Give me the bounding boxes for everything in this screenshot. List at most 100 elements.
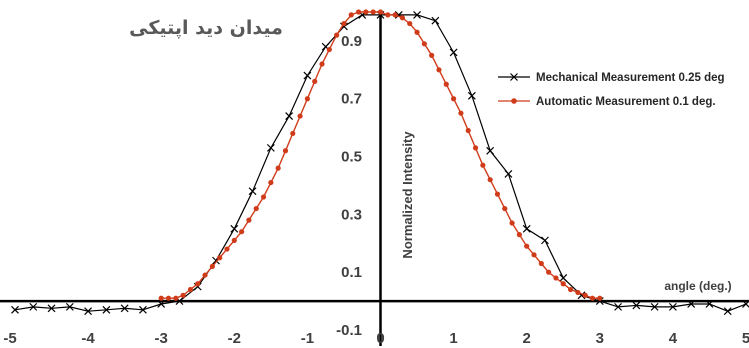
data-point [290, 130, 296, 137]
series-automatic [158, 9, 603, 301]
data-point [377, 9, 384, 15]
data-point [559, 274, 568, 282]
data-point [650, 302, 659, 311]
x-tick-label: 2 [523, 330, 531, 347]
data-point [239, 229, 245, 235]
data-point [282, 148, 289, 154]
data-point [303, 71, 312, 80]
data-point [541, 236, 549, 245]
data-point [429, 52, 435, 58]
data-point [504, 169, 513, 178]
data-point [487, 177, 493, 183]
data-point [11, 305, 19, 314]
data-point [472, 145, 479, 151]
data-point [319, 61, 325, 67]
data-point [209, 263, 215, 269]
data-point [29, 302, 38, 311]
data-point [187, 286, 194, 293]
data-point [268, 179, 274, 186]
x-axis-label: angle (deg.) [664, 279, 731, 293]
data-point [173, 295, 179, 301]
axes: -5 -4 -3 -2 -1 0 1 2 3 4 5 -0.1 0.1 0.3 0.5 0.7 0.9 [0, 12, 749, 347]
data-point [567, 286, 574, 293]
data-point [341, 20, 347, 27]
data-point [575, 289, 581, 296]
data-point [231, 237, 237, 243]
data-point [443, 81, 449, 87]
data-point [414, 29, 420, 35]
data-point [531, 252, 537, 258]
data-point [458, 110, 464, 116]
data-point [449, 48, 458, 57]
data-point [370, 9, 376, 15]
data-point [217, 255, 223, 261]
x-tick-label: -1 [301, 330, 314, 347]
y-tick-label: -0.1 [336, 322, 362, 339]
data-point [632, 301, 641, 310]
data-point [522, 224, 531, 233]
data-point [385, 12, 391, 18]
x-tick-label: 3 [596, 330, 604, 347]
data-point [742, 300, 749, 308]
data-point [560, 281, 566, 287]
data-point [304, 96, 310, 102]
data-point [546, 269, 552, 275]
data-point [431, 16, 440, 25]
y-axis-label: Normalized Intensity [400, 131, 415, 259]
data-point [421, 41, 427, 47]
x-tick-label: 4 [669, 330, 678, 347]
legend: Mechanical Measurement 0.25 deg Automatic… [498, 72, 725, 108]
data-point [102, 305, 111, 314]
data-point [120, 304, 129, 313]
y-tick-label: 0.7 [341, 91, 362, 108]
data-point [158, 295, 164, 301]
data-point [516, 232, 522, 238]
data-point [297, 113, 303, 119]
data-point [157, 300, 166, 308]
x-tick-label: 5 [742, 330, 749, 347]
data-point [248, 187, 257, 196]
y-tick-label: 0.3 [341, 206, 362, 223]
x-tick-label: -2 [228, 330, 241, 347]
data-point [589, 295, 596, 301]
legend-label: Mechanical Measurement 0.25 deg [536, 72, 725, 84]
legend-item: Automatic Measurement 0.1 deg. [498, 96, 716, 108]
data-point [467, 91, 476, 100]
data-point [399, 15, 406, 21]
series-layer [11, 9, 749, 316]
data-point [668, 302, 677, 311]
data-point [224, 246, 230, 252]
data-point [202, 272, 208, 278]
x-tick-label: 1 [449, 330, 457, 347]
data-point [180, 292, 186, 298]
y-tick-label: 0.5 [341, 149, 362, 166]
data-point [348, 12, 354, 18]
legend-label: Automatic Measurement 0.1 deg. [536, 96, 716, 108]
data-point [363, 9, 369, 15]
data-point [480, 162, 486, 168]
data-point [266, 143, 275, 152]
data-point [84, 307, 93, 316]
data-point [509, 220, 515, 226]
data-point [723, 307, 732, 316]
data-point [312, 78, 318, 84]
legend-item: Mechanical Measurement 0.25 deg [498, 72, 725, 84]
data-point [705, 300, 714, 308]
data-point [486, 146, 495, 155]
data-point [285, 112, 294, 120]
data-point [355, 9, 362, 15]
data-point [260, 194, 267, 200]
legend-marker [511, 98, 517, 104]
data-point [253, 205, 259, 212]
x-tick-label: 0 [376, 330, 384, 347]
data-point [334, 32, 340, 38]
data-point [687, 300, 696, 308]
data-point [502, 205, 508, 212]
y-tick-label: 0.9 [341, 33, 362, 50]
x-tick-label: -5 [3, 330, 16, 347]
data-point [326, 46, 332, 53]
y-tick-label: 0.1 [341, 264, 362, 281]
data-point [494, 191, 501, 197]
data-point [614, 302, 622, 311]
